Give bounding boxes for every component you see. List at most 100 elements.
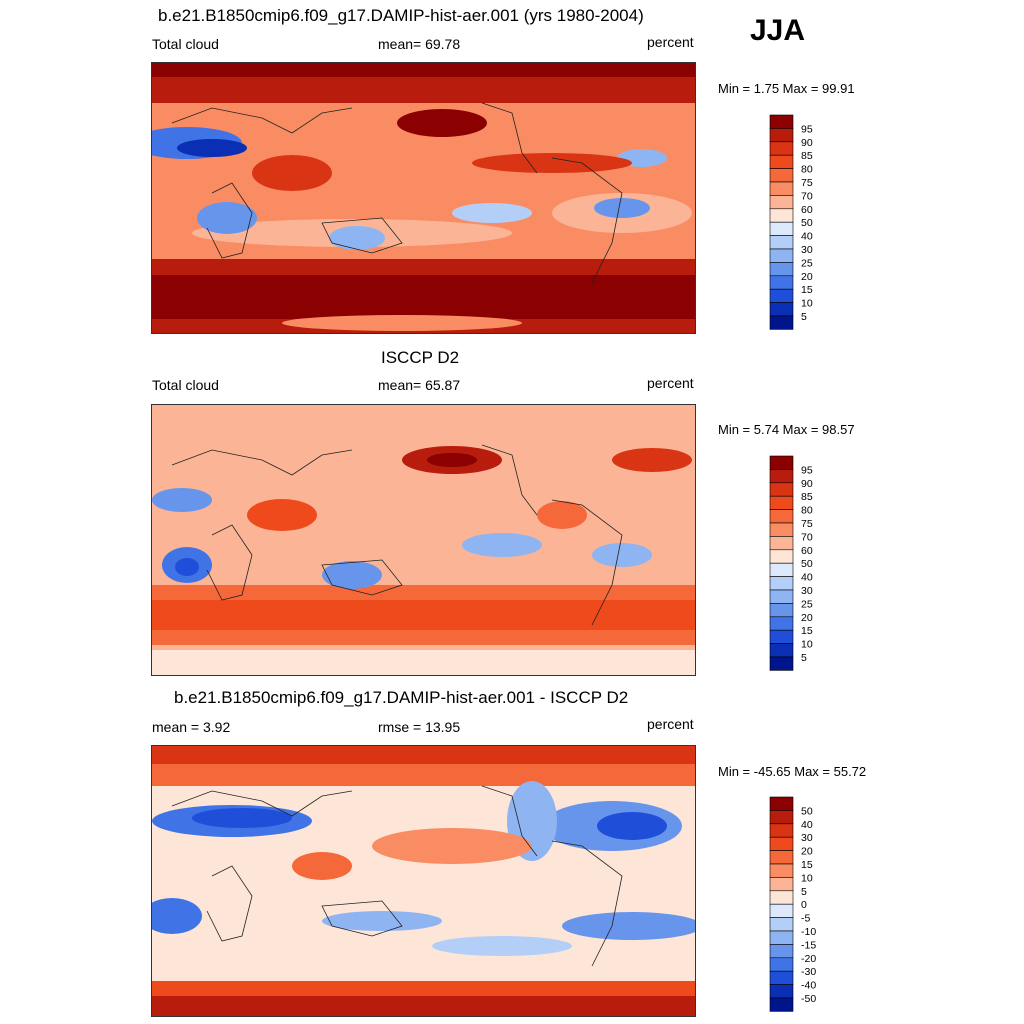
panel-2-map bbox=[151, 404, 696, 676]
colorbar-tick-label: 95 bbox=[801, 123, 813, 135]
colorbar-swatch bbox=[769, 536, 794, 551]
colorbar-tick-label: 50 bbox=[801, 805, 813, 817]
panel-2-mean-label: mean= 65.87 bbox=[378, 377, 461, 393]
colorbar-swatch bbox=[769, 262, 794, 277]
colorbar-swatch bbox=[769, 482, 794, 497]
colorbar-swatch bbox=[769, 181, 794, 196]
colorbar-tick-label: 85 bbox=[801, 150, 813, 162]
colorbar-tick-label: 30 bbox=[801, 244, 813, 256]
panel-3-title: b.e21.B1850cmip6.f09_g17.DAMIP-hist-aer.… bbox=[174, 688, 629, 707]
colorbar-tick-label: 50 bbox=[801, 217, 813, 229]
colorbar-tick-label: -40 bbox=[801, 980, 816, 992]
panel-1-title: b.e21.B1850cmip6.f09_g17.DAMIP-hist-aer.… bbox=[158, 6, 644, 25]
colorbar-swatch bbox=[769, 128, 794, 143]
colorbar-tick-label: 50 bbox=[801, 558, 813, 570]
colorbar-tick-label: 30 bbox=[801, 832, 813, 844]
colorbar-swatch bbox=[769, 643, 794, 658]
colorbar-tick-label: 25 bbox=[801, 257, 813, 269]
colorbar-swatch bbox=[769, 877, 794, 892]
colorbar-swatch bbox=[769, 549, 794, 564]
colorbar-swatch bbox=[769, 208, 794, 223]
panel-3-mean-label: mean = 3.92 bbox=[152, 719, 231, 735]
colorbar-swatch bbox=[769, 930, 794, 945]
colorbar-swatch bbox=[769, 154, 794, 169]
colorbar-swatch bbox=[769, 796, 794, 811]
colorbar-swatch bbox=[769, 248, 794, 263]
colorbar-tick-label: 60 bbox=[801, 545, 813, 557]
colorbar-tick-label: 30 bbox=[801, 585, 813, 597]
season-label: JJA bbox=[750, 14, 806, 47]
colorbar-tick-label: 5 bbox=[801, 886, 807, 898]
colorbar-swatch bbox=[769, 589, 794, 604]
panel-3-minmax: Min = -45.65 Max = 55.72 bbox=[718, 764, 867, 779]
colorbar-tick-label: 0 bbox=[801, 899, 807, 911]
panel-3-map bbox=[151, 745, 696, 1017]
colorbar-swatch bbox=[769, 944, 794, 959]
colorbar-swatch bbox=[769, 562, 794, 577]
colorbar-tick-label: -15 bbox=[801, 939, 816, 951]
panel-2-units-label: percent bbox=[647, 375, 694, 391]
panel-2-colorbar: 95 90 85 80 75 70 60 50 40 30 25 20 15 10 5 bbox=[769, 455, 830, 671]
colorbar-tick-label: 80 bbox=[801, 505, 813, 517]
colorbar-swatch bbox=[769, 890, 794, 905]
colorbar-swatch bbox=[769, 823, 794, 838]
colorbar-swatch bbox=[769, 455, 794, 470]
colorbar-tick-label: 15 bbox=[801, 625, 813, 637]
colorbar-tick-label: 10 bbox=[801, 298, 813, 310]
colorbar-swatch bbox=[769, 997, 794, 1012]
colorbar-tick-label: 75 bbox=[801, 177, 813, 189]
colorbar-tick-label: 25 bbox=[801, 598, 813, 610]
panel-2-title: ISCCP D2 bbox=[381, 348, 460, 367]
panel-2-minmax: Min = 5.74 Max = 98.57 bbox=[718, 422, 855, 437]
colorbar-swatch bbox=[769, 195, 794, 210]
colorbar-tick-label: 20 bbox=[801, 271, 813, 283]
colorbar-tick-label: 10 bbox=[801, 872, 813, 884]
colorbar-tick-label: -30 bbox=[801, 966, 816, 978]
colorbar-swatch bbox=[769, 168, 794, 183]
panel-1-variable-label: Total cloud bbox=[152, 36, 219, 52]
colorbar-tick-label: 75 bbox=[801, 518, 813, 530]
colorbar-tick-label: 70 bbox=[801, 190, 813, 202]
panel-3-units-label: percent bbox=[647, 716, 694, 732]
colorbar-swatch bbox=[769, 917, 794, 932]
panel-1-colorbar: 95 90 85 80 75 70 60 50 40 30 25 20 15 10 5 bbox=[769, 114, 830, 330]
colorbar-tick-label: 95 bbox=[801, 464, 813, 476]
colorbar-swatch bbox=[769, 603, 794, 618]
colorbar-swatch bbox=[769, 576, 794, 591]
colorbar-swatch bbox=[769, 810, 794, 825]
colorbar-tick-label: 15 bbox=[801, 284, 813, 296]
colorbar-swatch bbox=[769, 509, 794, 524]
colorbar-tick-label: 5 bbox=[801, 311, 807, 323]
colorbar-swatch bbox=[769, 836, 794, 851]
colorbar-swatch bbox=[769, 656, 794, 671]
colorbar-tick-label: 90 bbox=[801, 137, 813, 149]
colorbar-swatch bbox=[769, 495, 794, 510]
colorbar-swatch bbox=[769, 850, 794, 865]
colorbar-swatch bbox=[769, 114, 794, 129]
panel-3-rmse-label: rmse = 13.95 bbox=[378, 719, 461, 735]
colorbar-tick-label: 40 bbox=[801, 572, 813, 584]
panel-3-colorbar: 50 40 30 20 15 10 5 0 -5 -10 -15 -20 -30 -40 -50 bbox=[769, 796, 830, 1012]
colorbar-swatch bbox=[769, 616, 794, 631]
colorbar-swatch bbox=[769, 629, 794, 644]
colorbar-swatch bbox=[769, 221, 794, 236]
colorbar-tick-label: 90 bbox=[801, 478, 813, 490]
panel-1-map bbox=[151, 62, 696, 334]
colorbar-swatch bbox=[769, 970, 794, 985]
colorbar-tick-label: 20 bbox=[801, 846, 813, 858]
colorbar-tick-label: -20 bbox=[801, 953, 816, 965]
panel-1-units-label: percent bbox=[647, 34, 694, 50]
colorbar-swatch bbox=[769, 469, 794, 484]
colorbar-swatch bbox=[769, 984, 794, 999]
colorbar-tick-label: 60 bbox=[801, 204, 813, 216]
colorbar-tick-label: -10 bbox=[801, 926, 816, 938]
colorbar-tick-label: -50 bbox=[801, 993, 816, 1005]
colorbar-swatch bbox=[769, 141, 794, 156]
colorbar-tick-label: 85 bbox=[801, 491, 813, 503]
colorbar-tick-label: 70 bbox=[801, 531, 813, 543]
colorbar-swatch bbox=[769, 522, 794, 537]
panel-2-variable-label: Total cloud bbox=[152, 377, 219, 393]
